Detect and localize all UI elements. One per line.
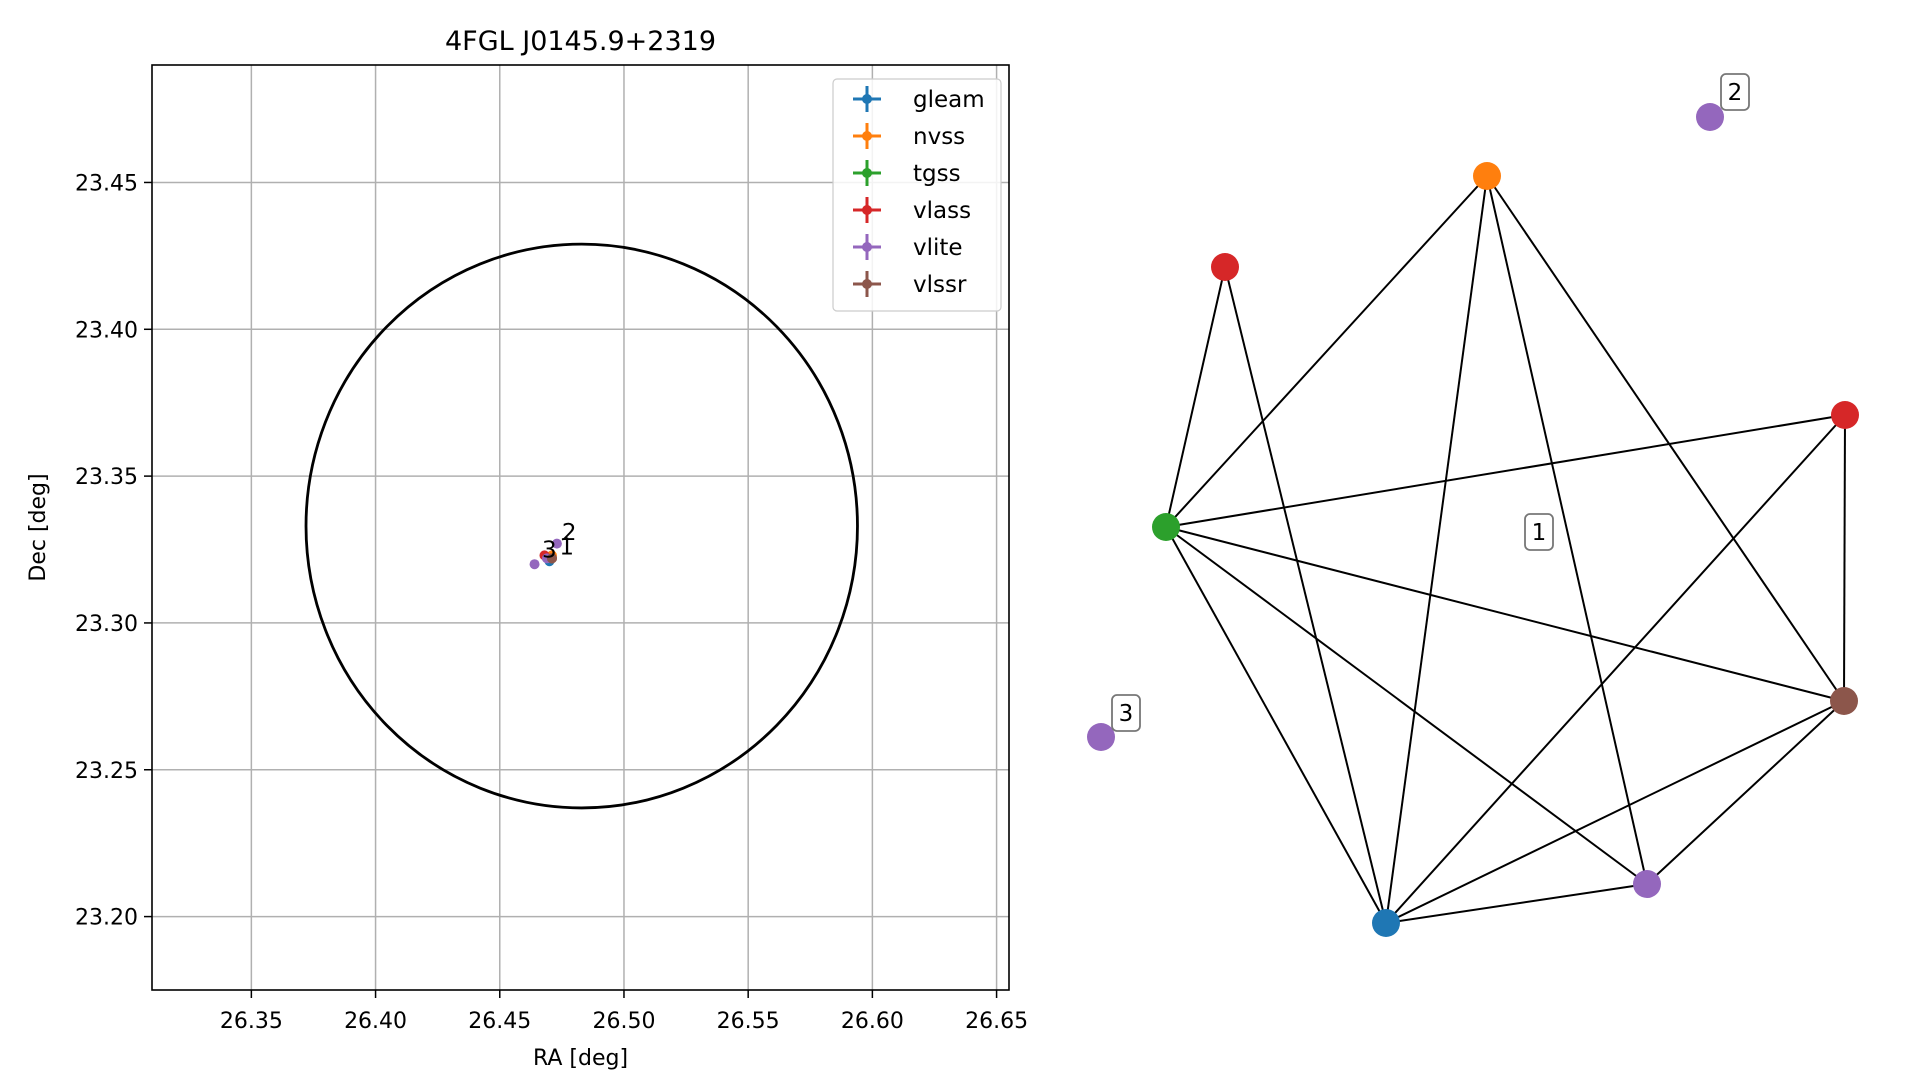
point-annotation: 1: [559, 535, 574, 561]
legend-marker-dot: [862, 94, 872, 104]
network-node-vlite: [1633, 870, 1661, 898]
y-tick-label: 23.40: [75, 318, 138, 343]
network-panel: 1 2 3: [1087, 73, 1859, 937]
y-axis-ticks: 23.20 23.25 23.30 23.35 23.40 23.45: [75, 171, 152, 931]
network-edge: [1165, 526, 1387, 924]
network-edge: [1385, 700, 1845, 924]
legend-entry-nvss: nvss: [853, 123, 965, 150]
data-point-vlite: [551, 538, 562, 549]
legend-marker-dot: [862, 168, 872, 178]
network-component-label: 1: [1524, 513, 1554, 551]
legend-label: nvss: [913, 124, 965, 150]
network-node-vlass: [1211, 253, 1239, 281]
network-edge: [1843, 414, 1846, 702]
legend-marker-dot: [862, 242, 872, 252]
legend-entry-tgss: tgss: [853, 160, 961, 187]
label-text: 3: [1119, 701, 1134, 727]
network-edge: [1486, 175, 1648, 885]
x-axis-title: RA [deg]: [533, 1046, 628, 1071]
plot-frame: [151, 64, 1010, 991]
data-point-vlssr: [546, 553, 557, 564]
y-tick-label: 23.20: [75, 906, 138, 931]
legend-label: gleam: [913, 87, 985, 113]
legend-marker-dot: [862, 205, 872, 215]
network-component-label: 3: [1111, 694, 1141, 732]
network-edges: [1165, 175, 1846, 924]
data-point-vlite: [529, 559, 540, 570]
network-nodes: [1087, 103, 1859, 937]
network-edge: [1165, 175, 1488, 528]
label-box: [1720, 73, 1750, 111]
label-box: [1111, 694, 1141, 732]
label-text: 2: [1728, 80, 1743, 106]
scatter-panel: 123 26.35 26.40 26.45 26.50 26.55 26.60 26.65 …: [26, 26, 1028, 1071]
x-tick-label: 26.60: [841, 1009, 904, 1034]
x-tick-label: 26.50: [592, 1009, 655, 1034]
legend-marker-dot: [862, 131, 872, 141]
point-annotation: 3: [542, 537, 557, 563]
network-node-vlssr: [1830, 687, 1858, 715]
legend-marker-dot: [862, 279, 872, 289]
label-text: 1: [1532, 520, 1547, 546]
network-node-nvss: [1473, 162, 1501, 190]
x-axis-ticks: 26.35 26.40 26.45 26.50 26.55 26.60 26.65: [220, 990, 1028, 1034]
x-tick-label: 26.65: [965, 1009, 1028, 1034]
network-edge: [1165, 526, 1648, 885]
network-edge: [1224, 266, 1387, 924]
network-edge: [1385, 175, 1488, 924]
network-edge: [1165, 266, 1226, 528]
x-tick-label: 26.55: [717, 1009, 780, 1034]
error-ellipse-layer: [304, 242, 859, 810]
network-node-vlass: [1831, 401, 1859, 429]
y-tick-label: 23.30: [75, 612, 138, 637]
network-edge: [1385, 883, 1648, 924]
legend-label: vlite: [913, 235, 963, 261]
network-edge: [1486, 175, 1845, 702]
legend-entry-vlssr: vlssr: [853, 271, 967, 298]
legend-entry-vlite: vlite: [853, 234, 963, 261]
legend-entry-gleam: gleam: [853, 86, 985, 113]
x-tick-label: 26.35: [220, 1009, 283, 1034]
legend-label: vlssr: [913, 272, 967, 298]
chart-title: 4FGL J0145.9+2319: [445, 26, 716, 57]
legend-label: tgss: [913, 161, 961, 187]
error-ellipse: [304, 242, 859, 810]
y-tick-label: 23.25: [75, 759, 138, 784]
legend-entry-vlass: vlass: [853, 197, 971, 224]
x-tick-label: 26.40: [344, 1009, 407, 1034]
network-edge: [1646, 700, 1845, 885]
y-tick-label: 23.35: [75, 465, 138, 490]
y-tick-label: 23.45: [75, 171, 138, 196]
network-labels: 1 2 3: [1111, 73, 1750, 732]
network-node-gleam: [1372, 909, 1400, 937]
grid-lines: [152, 65, 1009, 990]
x-tick-label: 26.45: [468, 1009, 531, 1034]
y-axis-title: Dec [deg]: [26, 473, 51, 581]
label-box: [1524, 513, 1554, 551]
points-layer: [529, 538, 562, 570]
network-node-vlite: [1696, 103, 1724, 131]
legend-label: vlass: [913, 198, 971, 224]
network-edge: [1385, 414, 1846, 924]
point-annotation: 2: [562, 520, 577, 546]
annotation-layer: 123: [542, 520, 577, 564]
network-node-tgss: [1152, 513, 1180, 541]
network-edge: [1165, 414, 1846, 528]
network-edge: [1165, 526, 1845, 702]
network-node-vlite: [1087, 723, 1115, 751]
network-component-label: 2: [1720, 73, 1750, 111]
legend: gleam nvss tgss vlass vlite vlssr: [832, 78, 1002, 312]
